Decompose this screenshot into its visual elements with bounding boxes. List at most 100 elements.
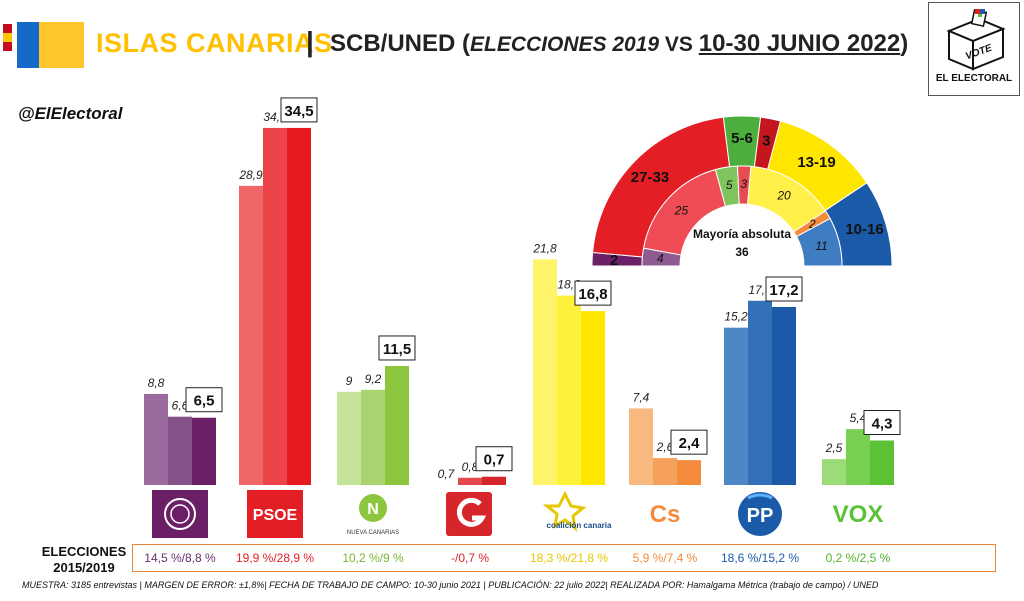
party-logos: PSOE N NUEVA CANARIAS coalición canaria Cs PP… (152, 490, 883, 538)
pp-bar-3 (772, 306, 796, 485)
psoe-logo: PSOE (247, 490, 303, 538)
psoe-label-1: 28,9 (238, 168, 263, 182)
nueva-canarias-logo: N NUEVA CANARIAS (347, 494, 399, 536)
podemos-bar-2 (168, 416, 192, 485)
cc-ag-g-icon (456, 497, 487, 527)
cs-logo: Cs (650, 501, 681, 528)
pp-bar-2 (748, 300, 772, 485)
cc-ag-label-2: 0,8 (462, 460, 479, 474)
nueva-canarias-bar-1 (337, 391, 361, 485)
majority-value: 36 (735, 245, 749, 259)
brand-name: EL ELECTORAL (935, 73, 1013, 84)
inner-psoe-label: 25 (674, 204, 689, 218)
podemos-bar-1 (144, 393, 168, 485)
ballot-box-icon: VOTE (946, 9, 1006, 71)
cc-ag-label-box (475, 446, 513, 472)
cc-ag-history: -/0,7 % (451, 551, 489, 565)
coalicion-canaria-history: 18,3 %/21,8 % (530, 551, 608, 565)
outer-pp-label: 10-16 (845, 221, 883, 238)
inner-nueva-canarias-label: 5 (726, 178, 733, 192)
podemos-logo (152, 490, 208, 538)
bar-group-pp: 15,217,817,2 (724, 276, 803, 485)
podemos-bar-3 (192, 417, 216, 485)
outer-cc-ag-label: 3 (762, 132, 770, 149)
cs-label-1: 7,4 (633, 390, 650, 404)
footnote: MUESTRA: 3185 entrevistas | MARGEN DE ER… (22, 580, 879, 590)
nueva-canarias-label-box (378, 335, 416, 361)
podemos-label-box (185, 387, 223, 413)
pp-logo-text: PP (747, 505, 774, 527)
nueva-canarias-label-2: 9,2 (365, 372, 382, 386)
coalicion-canaria-bar-1 (533, 259, 557, 485)
history-label: ELECCIONES 2015/2019 (41, 544, 127, 575)
nueva-canarias-n-glyph: N (367, 501, 379, 518)
psoe-bar-1 (239, 185, 263, 485)
vox-logo-text: VOX (833, 501, 884, 528)
spain-flag-icon (3, 24, 12, 52)
psoe-history: 19,9 %/28,9 % (236, 551, 314, 565)
bar-group-nueva-canarias: 9 9,211,5 (337, 335, 416, 485)
bar-group-vox: 2,5 5,4 4,3 (822, 409, 901, 485)
psoe-bar-2 (263, 127, 287, 486)
inner-podemos-label: 4 (657, 252, 664, 266)
cc-ag-bar-2 (458, 477, 482, 485)
psoe-logo-tile (247, 490, 303, 538)
podemos-label-1: 8,8 (148, 376, 165, 390)
inner-cc-ag-label: 3 (740, 177, 747, 191)
vox-label-box (863, 409, 901, 435)
el-electoral-logo: VOTE EL ELECTORAL (928, 2, 1020, 96)
inner-pp-segment (795, 217, 843, 267)
cs-label-2: 2,6 (656, 440, 674, 454)
vox-logo: VOX (833, 501, 884, 528)
pp-label-1: 15,2 (724, 310, 748, 324)
title-separator: | (306, 26, 314, 57)
podemos-logo-tile (152, 490, 208, 538)
history-row: 14,5 %/8,8 % 19,9 %/28,9 % 10,2 %/9 % -/0,7… (144, 551, 890, 565)
pp-history: 18,6 %/15,2 % (721, 551, 799, 565)
bar-group-podemos: 8,8 6,6 6,5 (144, 376, 223, 485)
pp-label-box (765, 276, 803, 302)
outer-psoe-label: 27-33 (631, 169, 669, 186)
nueva-canarias-bar-3 (385, 365, 409, 485)
inner-coalicion-canaria-label: 20 (776, 189, 791, 203)
nueva-canarias-history: 10,2 %/9 % (342, 551, 404, 565)
cs-label-3: 2,4 (679, 435, 701, 452)
coalicion-canaria-bar-2 (557, 295, 581, 485)
bar-groups: 8,86,6 6,528,934,534,59 9,211,50,70,8 0,721… (144, 97, 901, 486)
cc-ag-label-3: 0,7 (484, 452, 505, 469)
psoe-label-3: 34,5 (284, 103, 313, 120)
outer-coalicion-canaria-label: 13-19 (797, 154, 835, 171)
coalicion-canaria-label-1: 21,8 (532, 241, 557, 255)
vox-bar-1 (822, 459, 846, 485)
cs-bar-2 (653, 458, 677, 485)
pp-bar-1 (724, 327, 748, 485)
majority-label: Mayoría absoluta (693, 227, 791, 241)
podemos-inner-circle-icon (170, 504, 190, 524)
cs-logo-text: Cs (650, 501, 681, 528)
outer-nueva-canarias-label: 5-6 (731, 130, 753, 147)
bar-group-cs: 7,4 2,6 2,4 (629, 390, 708, 485)
poll-subtitle: SCB/UNED (ELECCIONES 2019 VS 10-30 JUNIO… (330, 30, 909, 57)
vox-label-1: 2,5 (825, 441, 843, 455)
podemos-history: 14,5 %/8,8 % (144, 551, 216, 565)
bar-group-psoe: 28,934,534,5 (238, 97, 318, 486)
cc-ag-logo (446, 492, 492, 536)
vox-bar-2 (846, 429, 870, 485)
cc-ag-bar-3 (482, 476, 506, 485)
psoe-label-box (280, 97, 318, 123)
nueva-canarias-bar-2 (361, 389, 385, 485)
vox-label-3: 4,3 (872, 415, 893, 432)
nueva-canarias-label-3: 11,5 (383, 341, 411, 358)
outer-podemos-label: 2 (610, 252, 618, 269)
twitter-handle: @ElElectoral (18, 104, 123, 123)
inner-pp-label: 11 (815, 239, 827, 253)
nueva-canarias-logo-icon (359, 494, 387, 522)
region-title: ISLAS CANARIAS (96, 28, 333, 58)
psoe-logo-text: PSOE (253, 507, 298, 524)
cs-label-box (670, 429, 708, 455)
pp-logo-circle-icon (738, 492, 782, 536)
canary-islands-flag-icon (0, 22, 84, 68)
coalicion-canaria-bar-3 (581, 311, 605, 485)
coalicion-canaria-label-3: 16,8 (578, 286, 607, 303)
vox-history: 0,2 %/2,5 % (826, 551, 891, 565)
